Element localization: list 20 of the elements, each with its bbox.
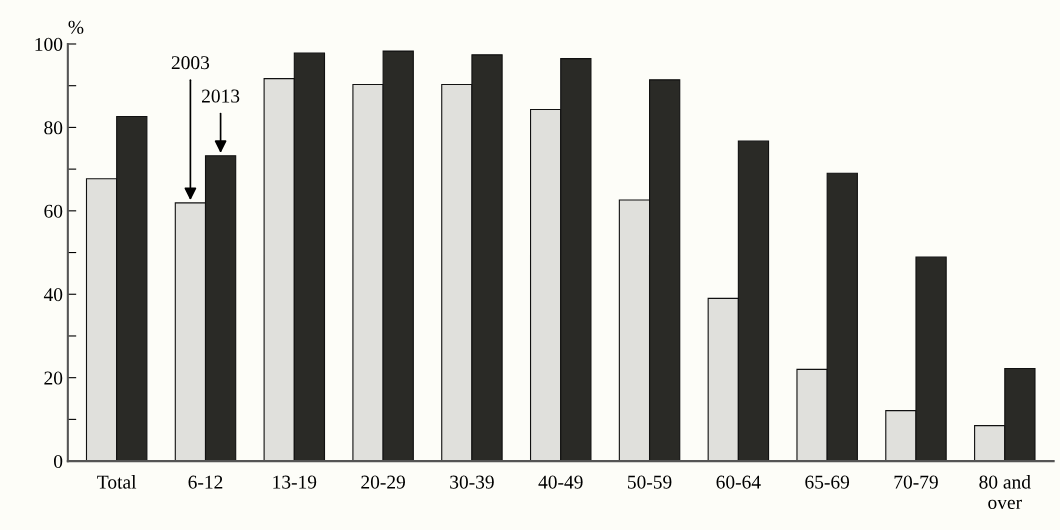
y-axis-title: % (68, 20, 84, 34)
y-tick-label: 40 (43, 288, 63, 302)
x-tick-label: 65-69 (805, 475, 850, 489)
x-tick-label: 70-79 (894, 475, 938, 489)
y-tick-label: 60 (44, 204, 63, 218)
y-tick-label: 20 (44, 371, 63, 385)
x-tick-label: 6-12 (188, 475, 223, 489)
x-tick-label: 40-49 (538, 475, 583, 489)
annotation: 2003 (171, 56, 210, 70)
x-tick-label: 60-64 (716, 475, 761, 489)
y-tick-label: 100 (35, 37, 63, 51)
x-tick-label: 13-19 (273, 475, 317, 489)
x-tick-label: 20-29 (361, 475, 405, 489)
x-tick-label: 30-39 (450, 475, 494, 489)
x-tick-label: 50-59 (628, 475, 672, 489)
x-tick-label: 80 and over (979, 474, 1031, 510)
annotation: 2013 (202, 89, 240, 103)
x-tick-label: Total (97, 474, 137, 489)
y-tick-label: 80 (44, 121, 63, 135)
y-tick-label: 0 (54, 454, 63, 469)
